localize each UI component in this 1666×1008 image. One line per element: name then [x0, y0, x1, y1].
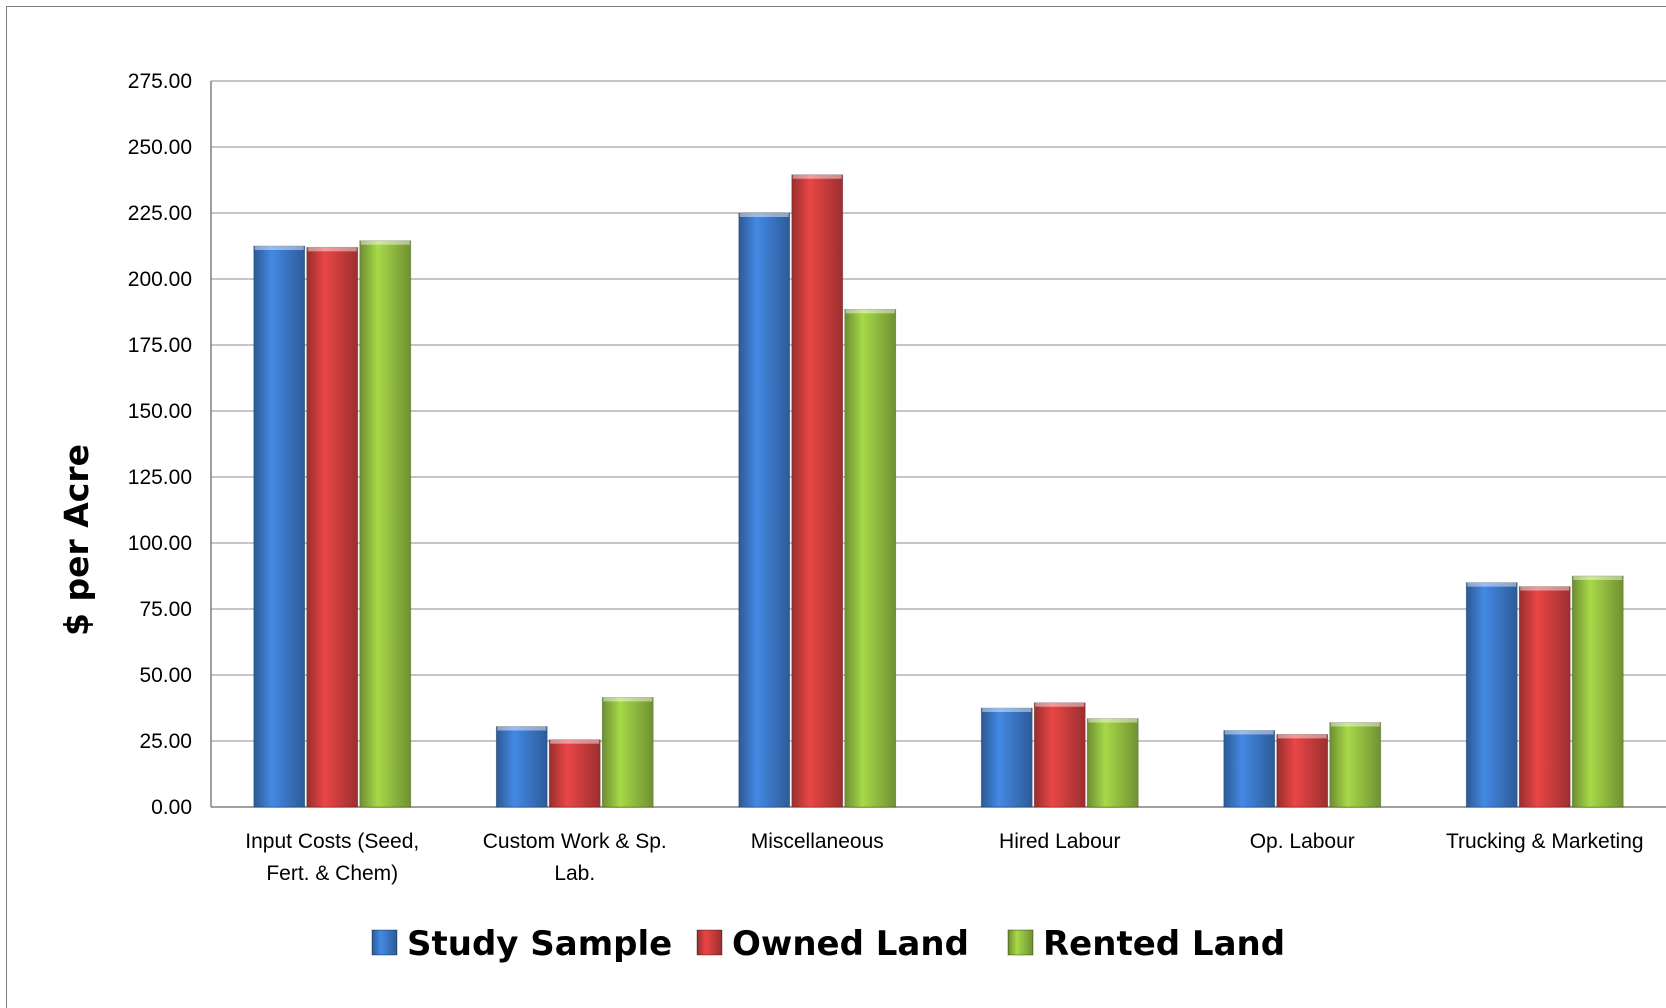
y-tick-label: 200.00: [128, 268, 192, 291]
bar-owned-land: [548, 739, 601, 808]
bar-top-highlight: [1520, 586, 1570, 591]
bar-top-highlight: [1277, 734, 1327, 739]
x-axis-categories: Input Costs (Seed, Fert. & Chem) Custom Wo…: [245, 830, 1643, 885]
bar-study-sample: [495, 726, 548, 808]
bar-owned-land: [1033, 702, 1086, 808]
bar-top-highlight: [1088, 718, 1138, 723]
bar-study-sample: [1223, 730, 1276, 808]
legend: Study Sample Owned Land Rented Land: [371, 924, 1285, 964]
y-axis-label: $ per Acre: [57, 444, 96, 636]
y-tick-label: 25.00: [139, 730, 192, 753]
legend-label: Study Sample: [407, 924, 672, 964]
bar-top-highlight: [497, 726, 547, 731]
bar-top-highlight: [739, 213, 789, 217]
bar-rented-land: [1086, 718, 1139, 808]
y-tick-label: 125.00: [128, 466, 192, 489]
chart-frame: [6, 6, 1666, 1008]
bar-study-sample: [738, 212, 791, 808]
y-axis-ticks: 0.00 25.00 50.00 75.00 100.00 125.00 150.00 175…: [128, 70, 192, 819]
bar-top-highlight: [603, 697, 653, 702]
bar-rented-land: [601, 697, 654, 808]
bar-top-highlight: [360, 240, 410, 245]
x-category-label: Hired Labour: [999, 830, 1120, 853]
bar-owned-land: [1276, 734, 1329, 808]
bar-top-highlight: [1467, 582, 1517, 587]
y-tick-label: 225.00: [128, 202, 192, 225]
y-tick-label: 175.00: [128, 334, 192, 357]
y-tick-label: 75.00: [139, 598, 192, 621]
bar-owned-land: [791, 174, 844, 808]
x-category-label: Op. Labour: [1250, 830, 1355, 853]
bar-owned-land: [1518, 586, 1571, 808]
bar-top-highlight: [982, 708, 1032, 712]
bar-study-sample: [253, 245, 306, 808]
x-category-label: Miscellaneous: [751, 830, 884, 853]
y-tick-label: 150.00: [128, 400, 192, 423]
bar-rented-land: [1571, 575, 1624, 808]
y-tick-label: 275.00: [128, 70, 192, 93]
bar-top-highlight: [550, 739, 600, 744]
x-category-label: Trucking & Marketing: [1446, 830, 1644, 853]
bars: [253, 174, 1624, 808]
bar-top-highlight: [1224, 730, 1274, 735]
bar-rented-land: [359, 240, 412, 808]
y-tick-label: 50.00: [139, 664, 192, 687]
y-tick-label: 100.00: [128, 532, 192, 555]
bar-top-highlight: [1330, 722, 1380, 727]
bar-top-highlight: [1573, 576, 1623, 580]
legend-label: Owned Land: [732, 924, 969, 964]
legend-label: Rented Land: [1043, 924, 1285, 964]
bar-top-highlight: [845, 309, 895, 314]
bar-study-sample: [980, 707, 1033, 808]
bar-top-highlight: [307, 247, 357, 252]
bar-top-highlight: [792, 174, 842, 179]
bar-rented-land: [844, 308, 897, 808]
legend-swatch: [696, 929, 723, 956]
legend-swatch: [371, 929, 398, 956]
y-tick-label: 250.00: [128, 136, 192, 159]
bar-study-sample: [1465, 582, 1518, 808]
y-tick-label: 0.00: [151, 796, 192, 819]
bar-owned-land: [306, 246, 359, 808]
bar-top-highlight: [1035, 702, 1085, 707]
x-category-label: Custom Work & Sp. Lab.: [483, 830, 667, 885]
gridlines: [210, 80, 1666, 808]
legend-swatch: [1007, 929, 1034, 956]
bar-rented-land: [1329, 722, 1382, 808]
bar-top-highlight: [254, 246, 304, 250]
x-category-label: Input Costs (Seed, Fert. & Chem): [245, 830, 419, 885]
